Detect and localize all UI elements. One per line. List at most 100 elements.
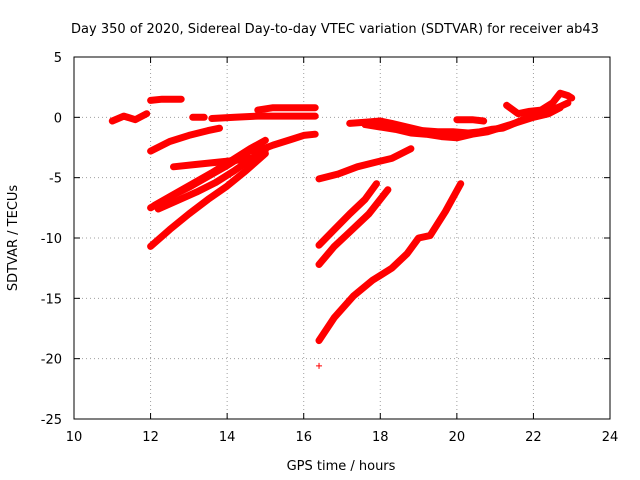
data-point-marker xyxy=(170,163,177,170)
data-point-marker xyxy=(392,126,399,133)
data-point-marker xyxy=(384,186,391,193)
data-point-marker xyxy=(453,134,460,141)
data-point-marker xyxy=(335,171,342,178)
data-point-marker xyxy=(212,179,219,186)
data-point-marker xyxy=(170,191,177,198)
data-point-marker xyxy=(174,197,181,204)
data-point-marker xyxy=(193,161,200,168)
data-point-marker xyxy=(530,114,537,121)
y-tick-label: 5 xyxy=(54,51,62,66)
data-series-group xyxy=(254,104,319,114)
data-point-marker xyxy=(254,113,261,120)
x-tick-label: 20 xyxy=(449,430,466,445)
data-point-marker xyxy=(185,210,192,217)
data-point-marker xyxy=(557,90,564,97)
y-tick-label: -10 xyxy=(41,232,62,247)
data-series-group xyxy=(453,116,488,125)
x-tick-label: 24 xyxy=(602,430,619,445)
data-point-marker xyxy=(166,138,173,145)
series-trace xyxy=(315,145,415,183)
data-point-marker xyxy=(564,99,571,106)
data-point-marker xyxy=(564,92,571,99)
data-point-marker xyxy=(147,97,154,104)
x-tick-label: 18 xyxy=(372,430,389,445)
data-point-marker xyxy=(557,104,564,111)
data-point-marker xyxy=(457,180,464,187)
data-point-marker xyxy=(469,131,476,138)
data-point-marker xyxy=(312,113,319,120)
data-point-marker xyxy=(377,117,384,124)
data-point-marker xyxy=(361,121,368,128)
data-point-marker xyxy=(423,131,430,138)
x-tick-label: 22 xyxy=(525,430,542,445)
series-trace xyxy=(254,104,319,114)
data-point-marker xyxy=(270,142,277,149)
y-tick-label: 0 xyxy=(54,111,62,126)
data-point-marker xyxy=(354,163,361,170)
data-series-group xyxy=(315,186,392,268)
data-point-marker xyxy=(388,155,395,162)
x-tick-label: 12 xyxy=(142,430,159,445)
data-point-marker xyxy=(350,292,357,299)
data-point-marker xyxy=(316,337,323,344)
data-point-marker xyxy=(404,250,411,257)
data-point-marker xyxy=(193,189,200,196)
data-point-marker xyxy=(346,210,353,217)
x-tick-label: 14 xyxy=(219,430,236,445)
data-point-marker xyxy=(316,242,323,249)
data-point-marker xyxy=(231,167,238,174)
data-point-marker xyxy=(155,206,162,213)
data-point-marker xyxy=(499,123,506,130)
series-trace xyxy=(315,180,465,345)
data-point-marker xyxy=(132,116,139,123)
y-tick-label: -25 xyxy=(41,413,62,428)
series-trace xyxy=(147,95,185,104)
data-series-group xyxy=(315,145,415,183)
data-point-marker xyxy=(216,125,223,132)
data-point-marker xyxy=(143,110,150,117)
data-point-marker xyxy=(231,114,238,121)
data-point-marker xyxy=(254,107,261,114)
data-point-marker xyxy=(515,119,522,126)
data-point-marker xyxy=(415,235,422,241)
data-point-marker xyxy=(224,183,231,190)
data-point-marker xyxy=(346,228,353,235)
data-point-marker xyxy=(365,210,372,217)
data-series-group xyxy=(108,110,151,125)
data-point-marker xyxy=(208,115,215,122)
data-point-marker xyxy=(227,157,234,164)
data-point-marker xyxy=(205,196,211,203)
x-axis-label: GPS time / hours xyxy=(287,459,396,474)
data-point-marker xyxy=(453,116,460,123)
data-point-marker xyxy=(208,169,215,176)
data-point-marker xyxy=(189,114,196,121)
data-point-marker xyxy=(185,132,192,139)
data-point-marker xyxy=(151,202,158,209)
data-series-group xyxy=(208,112,319,122)
data-point-marker xyxy=(407,145,414,152)
data-point-marker xyxy=(568,95,575,102)
data-series-group xyxy=(147,124,223,155)
data-point-marker xyxy=(369,277,376,284)
series-trace xyxy=(361,104,564,142)
y-axis-label: SDTVAR / TECUs xyxy=(6,185,21,292)
data-point-marker xyxy=(480,117,487,124)
data-point-marker xyxy=(545,110,552,117)
data-point-marker xyxy=(300,132,307,139)
data-series-group xyxy=(154,146,269,213)
data-point-marker xyxy=(346,120,353,127)
data-point-marker xyxy=(147,148,154,155)
data-point-marker xyxy=(469,116,476,123)
data-series-group xyxy=(316,362,323,369)
data-series-group xyxy=(315,180,465,345)
data-point-marker xyxy=(331,314,338,321)
data-point-marker xyxy=(331,226,338,233)
data-point-marker xyxy=(166,226,173,233)
series-trace xyxy=(108,110,151,125)
data-point-marker xyxy=(178,96,185,103)
data-series-group xyxy=(315,180,380,249)
axis-ticks: 10 12 14 16 18 20 22 24 -25 -20 -15 -10 -5 0 5 xyxy=(41,51,619,445)
data-point-marker xyxy=(331,243,338,250)
data-point-marker xyxy=(270,104,277,111)
